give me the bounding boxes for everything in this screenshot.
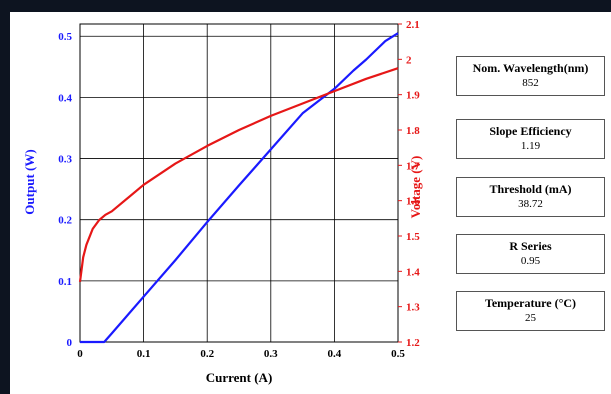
info-label: Temperature (°C) [484,296,577,310]
info-label: Nom. Wavelength(nm) [472,61,589,75]
grid-layer [79,24,399,343]
info-label: Slope Efficiency [489,124,572,138]
x-tick-label: 0 [77,348,83,360]
y-right-tick-label: 1.2 [406,337,420,349]
laser-liv-panel: 0 0.1 0.2 0.3 0.4 0.5 0 0.1 0.2 0.3 0.4 0.5 1.2 1.3 1.… [10,12,611,394]
info-box-threshold: Threshold (mA) 38.72 [456,177,605,217]
info-value: 0.95 [520,255,541,267]
y-right-tick-label: 1.7 [406,160,420,172]
y-right-tick-label: 1.8 [406,125,420,137]
info-value: 25 [525,312,536,324]
info-value: 852 [522,77,539,89]
y-right-tick-label: 1.6 [406,196,420,208]
info-value: 38.72 [518,198,543,210]
x-tick-label: 0.3 [264,348,278,360]
info-label: R Series [509,239,552,253]
ticks-layer: 0 0.1 0.2 0.3 0.4 0.500.10.20.30.40.51.21.31.… [58,19,420,360]
voltage-series-line [78,67,399,283]
y-left-tick-label: 0.2 [58,215,72,227]
info-value: 1.19 [520,140,541,152]
y-right-tick-label: 1.3 [406,302,420,314]
info-box-slope-efficiency: Slope Efficiency 1.19 [456,119,605,159]
series-layer [78,32,399,344]
y-right-tick-label: 1.4 [406,266,420,278]
y-axis-right-title: Voltage (V) [408,156,423,219]
liv-chart: 0 0.1 0.2 0.3 0.4 0.500.10.20.30.40.51.21.31.… [22,19,423,385]
y-left-tick-label: 0.1 [58,276,72,288]
y-axis-left-title: Output (W) [22,149,37,214]
x-tick-label: 0.2 [200,348,214,360]
y-left-tick-label: 0.4 [58,92,72,104]
x-tick-label: 0.5 [391,348,405,360]
x-tick-label: 0.1 [137,348,151,360]
x-axis-title: Current (A) [206,370,273,385]
y-right-tick-label: 1.5 [406,231,420,243]
y-right-tick-label: 2 [406,54,412,66]
plot-frame [79,23,399,343]
x-tick-label: 0.4 [328,348,342,360]
output-series-line [80,32,399,344]
info-box-r-series: R Series 0.95 [456,234,605,274]
info-box-wavelength: Nom. Wavelength(nm) 852 [456,56,605,96]
info-label: Threshold (mA) [489,182,572,196]
y-left-tick-label: 0.5 [58,31,72,43]
y-left-tick-label: 0.3 [58,154,72,166]
y-right-tick-label: 1.9 [406,90,420,102]
info-box-temperature: Temperature (°C) 25 [456,291,605,331]
y-left-tick-label: 0 [67,337,73,349]
y-right-tick-label: 2.1 [406,19,420,31]
